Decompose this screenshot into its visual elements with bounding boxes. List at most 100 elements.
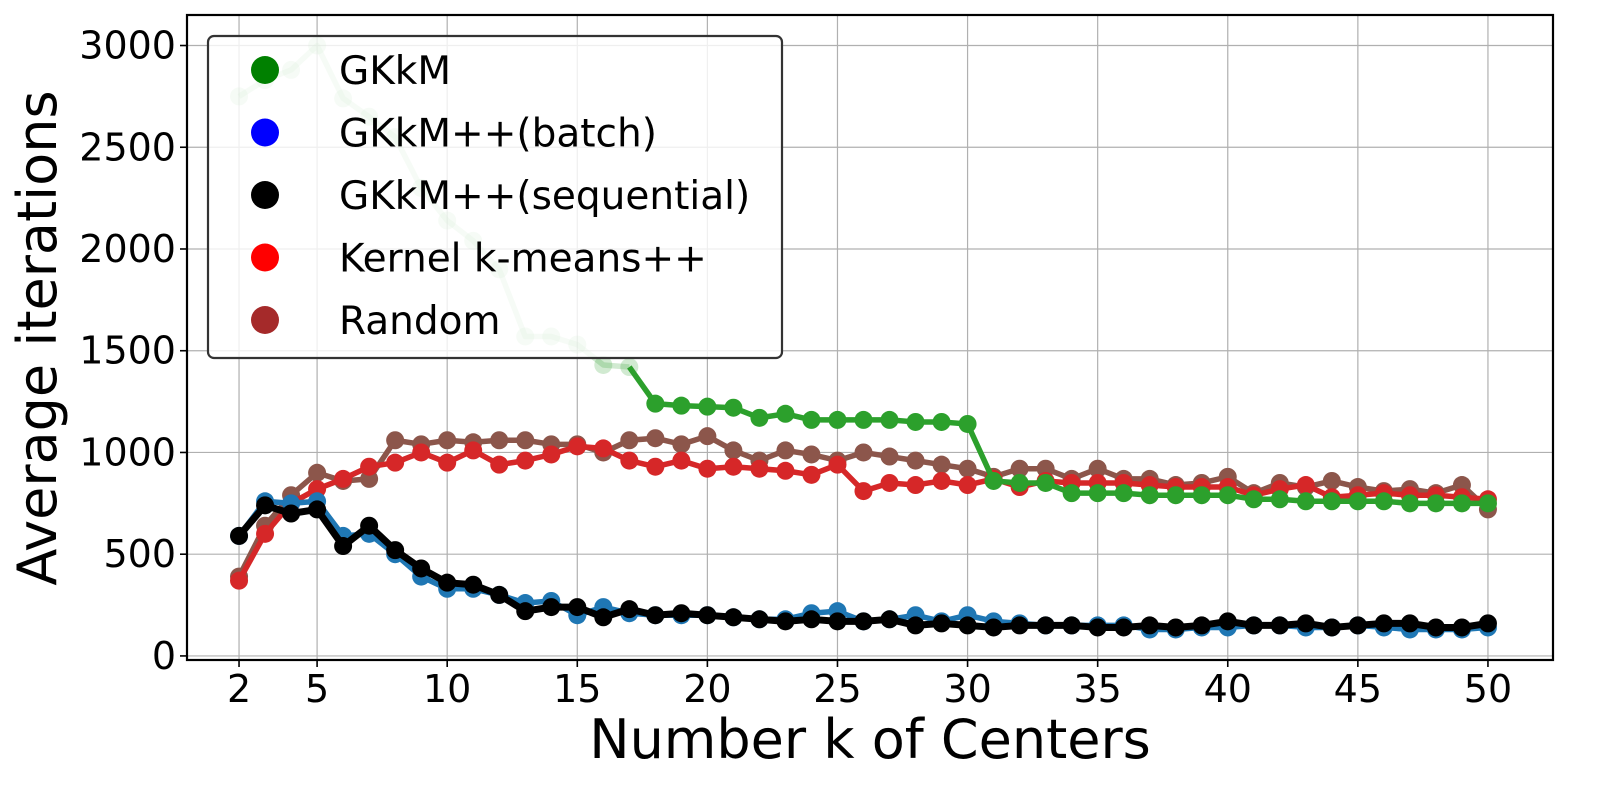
data-point: [568, 437, 587, 456]
data-point: [1478, 614, 1497, 633]
data-point: [698, 459, 717, 478]
data-point: [1166, 618, 1185, 637]
data-point: [672, 604, 691, 623]
y-tick-label: 2500: [79, 125, 176, 169]
data-point: [1036, 473, 1055, 492]
data-point: [516, 602, 535, 621]
data-point: [828, 455, 847, 474]
data-point: [1296, 614, 1315, 633]
data-point: [360, 516, 379, 535]
data-point: [1088, 484, 1107, 503]
data-point: [1166, 486, 1185, 505]
data-point: [1322, 618, 1341, 637]
data-point: [776, 404, 795, 423]
data-point: [1010, 473, 1029, 492]
data-point: [984, 618, 1003, 637]
data-point: [1374, 614, 1393, 633]
legend-marker: [251, 306, 279, 334]
data-point: [1452, 618, 1471, 637]
legend-marker: [251, 243, 279, 272]
data-point: [724, 441, 743, 460]
data-point: [464, 575, 483, 594]
data-point: [386, 453, 405, 472]
data-point: [932, 412, 951, 431]
data-point: [932, 471, 951, 490]
data-point: [646, 394, 665, 413]
data-point: [724, 608, 743, 627]
data-point: [750, 610, 769, 629]
data-point: [386, 431, 405, 450]
legend-frame: [206, 34, 784, 360]
data-point: [776, 612, 795, 631]
data-point: [906, 476, 925, 495]
data-point: [672, 396, 691, 415]
data-point: [594, 608, 613, 627]
data-point: [386, 541, 405, 560]
legend-marker: [251, 118, 279, 147]
data-point: [1296, 492, 1315, 511]
data-point: [412, 559, 431, 578]
data-point: [880, 610, 899, 629]
data-point: [1088, 459, 1107, 478]
data-point: [724, 457, 743, 476]
data-point: [620, 431, 639, 450]
series-gkkm-sequential: [230, 496, 1497, 637]
data-point: [906, 451, 925, 470]
data-point: [646, 457, 665, 476]
legend-label: GKkM++(batch): [339, 112, 657, 157]
data-point: [802, 610, 821, 629]
x-tick-label: 30: [943, 667, 991, 711]
data-point: [828, 410, 847, 429]
legend-marker: [251, 181, 279, 209]
data-point: [438, 573, 457, 592]
data-point: [646, 429, 665, 448]
data-point: [594, 439, 613, 458]
data-point: [516, 431, 535, 450]
data-point: [490, 585, 509, 604]
data-point: [542, 598, 561, 617]
data-point: [1140, 616, 1159, 635]
data-point: [854, 410, 873, 429]
x-tick-label: 20: [683, 667, 731, 711]
x-axis-label: Number k of Centers: [589, 708, 1151, 771]
data-point: [672, 435, 691, 454]
data-point: [1218, 612, 1237, 631]
axis-ticks: 2 5 10 15 20 25 30 35 40 45 5005001000150020002500…: [79, 24, 1512, 711]
data-point: [334, 469, 353, 488]
y-tick-label: 3000: [79, 24, 176, 68]
data-point: [1244, 490, 1263, 509]
data-point: [1426, 494, 1445, 513]
data-point: [1062, 484, 1081, 503]
data-point: [1296, 476, 1315, 495]
data-point: [1062, 616, 1081, 635]
data-point: [438, 431, 457, 450]
data-point: [880, 473, 899, 492]
x-tick-label: 15: [553, 667, 601, 711]
plot-frame: [185, 13, 1555, 662]
data-point: [1192, 486, 1211, 505]
legend-label: GKkM: [339, 49, 451, 94]
data-point: [1270, 616, 1289, 635]
data-point: [308, 500, 327, 519]
data-point: [1322, 492, 1341, 511]
data-point: [334, 537, 353, 556]
x-tick-label: 2: [227, 667, 251, 711]
data-point: [776, 461, 795, 480]
data-point: [958, 476, 977, 495]
data-point: [750, 459, 769, 478]
data-point: [1270, 490, 1289, 509]
data-point: [776, 441, 795, 460]
x-tick-label: 10: [423, 667, 471, 711]
data-point: [958, 616, 977, 635]
data-point: [880, 410, 899, 429]
data-point: [932, 455, 951, 474]
data-point: [464, 441, 483, 460]
data-point: [802, 410, 821, 429]
legend-label: Kernel k-means++: [339, 237, 707, 282]
data-point: [854, 612, 873, 631]
data-point: [490, 455, 509, 474]
data-point: [308, 463, 327, 482]
data-point: [1140, 486, 1159, 505]
data-point: [438, 453, 457, 472]
data-point: [854, 443, 873, 462]
